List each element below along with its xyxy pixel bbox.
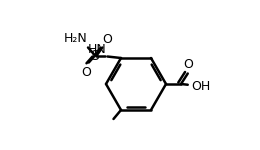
Text: HN: HN <box>88 43 107 56</box>
Text: O: O <box>184 58 193 71</box>
Text: H₂N: H₂N <box>63 32 87 45</box>
Text: OH: OH <box>192 81 211 93</box>
Text: O: O <box>82 66 92 78</box>
Text: S: S <box>90 49 99 63</box>
Text: O: O <box>102 33 112 46</box>
